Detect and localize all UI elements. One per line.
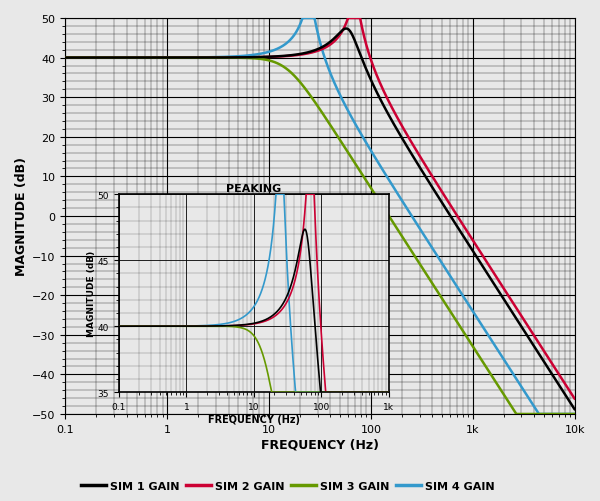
Legend: SIM 1 GAIN, SIM 2 GAIN, SIM 3 GAIN, SIM 4 GAIN: SIM 1 GAIN, SIM 2 GAIN, SIM 3 GAIN, SIM … [77,476,499,495]
Y-axis label: MAGNITUDE (dB): MAGNITUDE (dB) [15,157,28,276]
X-axis label: FREQUENCY (Hz): FREQUENCY (Hz) [261,438,379,451]
